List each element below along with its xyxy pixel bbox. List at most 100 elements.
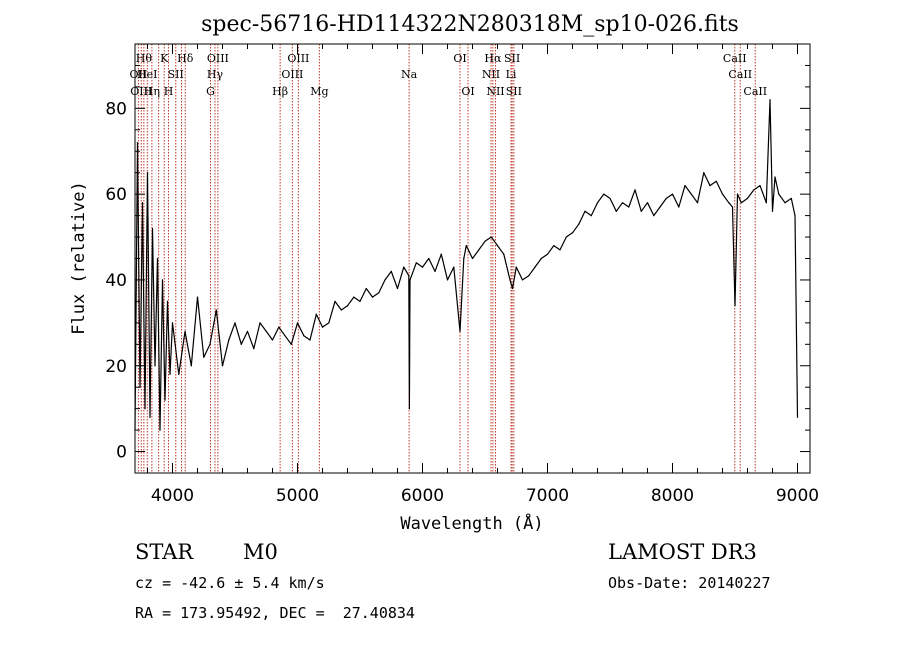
data-point (303, 335, 305, 337)
data-point (540, 257, 542, 260)
data-point (484, 240, 486, 242)
emission-line-label: G (206, 85, 215, 98)
data-point (296, 322, 299, 324)
data-point (696, 202, 699, 204)
emission-line-label: Mg (310, 85, 328, 98)
emission-line-label: NII (486, 85, 504, 98)
data-point (161, 279, 164, 281)
data-point (534, 266, 536, 268)
emission-line-label: NII (482, 68, 500, 81)
data-point (178, 373, 180, 375)
data-point (584, 210, 586, 212)
data-point (665, 197, 667, 200)
data-point (778, 193, 780, 195)
data-point (759, 184, 761, 187)
data-point (615, 210, 617, 212)
data-point (465, 245, 467, 247)
data-point (794, 215, 796, 217)
emission-line-label: SII (168, 68, 184, 81)
y-axis-label: Flux (relative) (69, 181, 89, 335)
data-point (546, 253, 549, 255)
x-axis-ticks: 4000 5000 6000 7000 8000 9000 (147, 44, 819, 506)
data-point (634, 189, 636, 191)
data-point (190, 365, 192, 367)
data-point (246, 330, 249, 333)
data-point (728, 202, 730, 204)
data-point (515, 266, 517, 268)
data-point (215, 309, 217, 311)
data-point (166, 300, 169, 302)
emission-line-label: CaII (743, 85, 767, 98)
data-point (509, 279, 511, 281)
data-point (709, 184, 711, 187)
data-point (463, 257, 465, 260)
data-point (478, 249, 480, 251)
data-point (154, 365, 156, 367)
data-point (290, 343, 292, 345)
emission-line-label: OI (461, 85, 474, 98)
data-point (734, 305, 736, 307)
data-point (678, 206, 680, 208)
data-point (228, 339, 230, 341)
data-point (184, 330, 186, 333)
emission-line-label: OI (453, 52, 466, 65)
data-point (690, 193, 692, 195)
y-tick-label: 80 (105, 99, 127, 119)
data-point (784, 202, 786, 204)
data-point (559, 249, 561, 251)
data-point (578, 223, 580, 225)
data-point (603, 193, 605, 195)
y-axis-ticks: 0 20 40 60 80 (105, 64, 810, 463)
emission-line-label: Hβ (272, 85, 288, 98)
data-point (346, 305, 349, 307)
data-point (365, 287, 367, 290)
emission-line-markers (137, 44, 756, 473)
chart-title: spec-56716-HD114322N280318M_sp10-026.fit… (201, 12, 739, 37)
data-point (490, 236, 492, 238)
data-point (146, 172, 149, 174)
data-point (359, 300, 361, 302)
x-tick-label: 4000 (151, 486, 194, 506)
emission-line-label: K (160, 52, 169, 65)
y-tick-label: 60 (105, 185, 127, 205)
data-point (659, 206, 661, 208)
spectrum-series (134, 99, 799, 431)
data-point (765, 202, 767, 204)
data-point (234, 322, 236, 324)
survey-name: LAMOST DR3 (608, 540, 757, 564)
data-point (731, 206, 734, 208)
emission-line-label: OIII (207, 52, 229, 65)
data-point (715, 180, 717, 182)
data-point (271, 339, 274, 341)
data-point (428, 257, 430, 260)
data-point (378, 292, 380, 294)
data-point (721, 193, 724, 195)
emission-line-label: Hα (484, 52, 502, 65)
series-flux (134, 99, 799, 431)
data-point (640, 210, 642, 212)
data-point (144, 408, 146, 410)
data-point (141, 202, 144, 204)
data-point (408, 408, 410, 410)
data-point (315, 313, 317, 315)
data-point (203, 356, 205, 358)
data-point (309, 339, 311, 341)
emission-line-label: SII (506, 85, 522, 98)
data-point (151, 227, 154, 230)
data-point (259, 322, 261, 324)
data-point (609, 197, 611, 200)
data-point (169, 373, 171, 375)
data-point (796, 416, 799, 418)
emission-line-label: HeI (137, 68, 157, 81)
data-point (553, 245, 555, 247)
data-point (590, 215, 592, 217)
data-point (136, 142, 139, 144)
data-point (790, 197, 792, 200)
data-point (703, 172, 705, 174)
data-point (671, 193, 674, 195)
emission-line-label: OIII (130, 85, 152, 98)
data-point (409, 279, 411, 281)
data-point (440, 253, 442, 255)
x-tick-label: 9000 (776, 486, 819, 506)
